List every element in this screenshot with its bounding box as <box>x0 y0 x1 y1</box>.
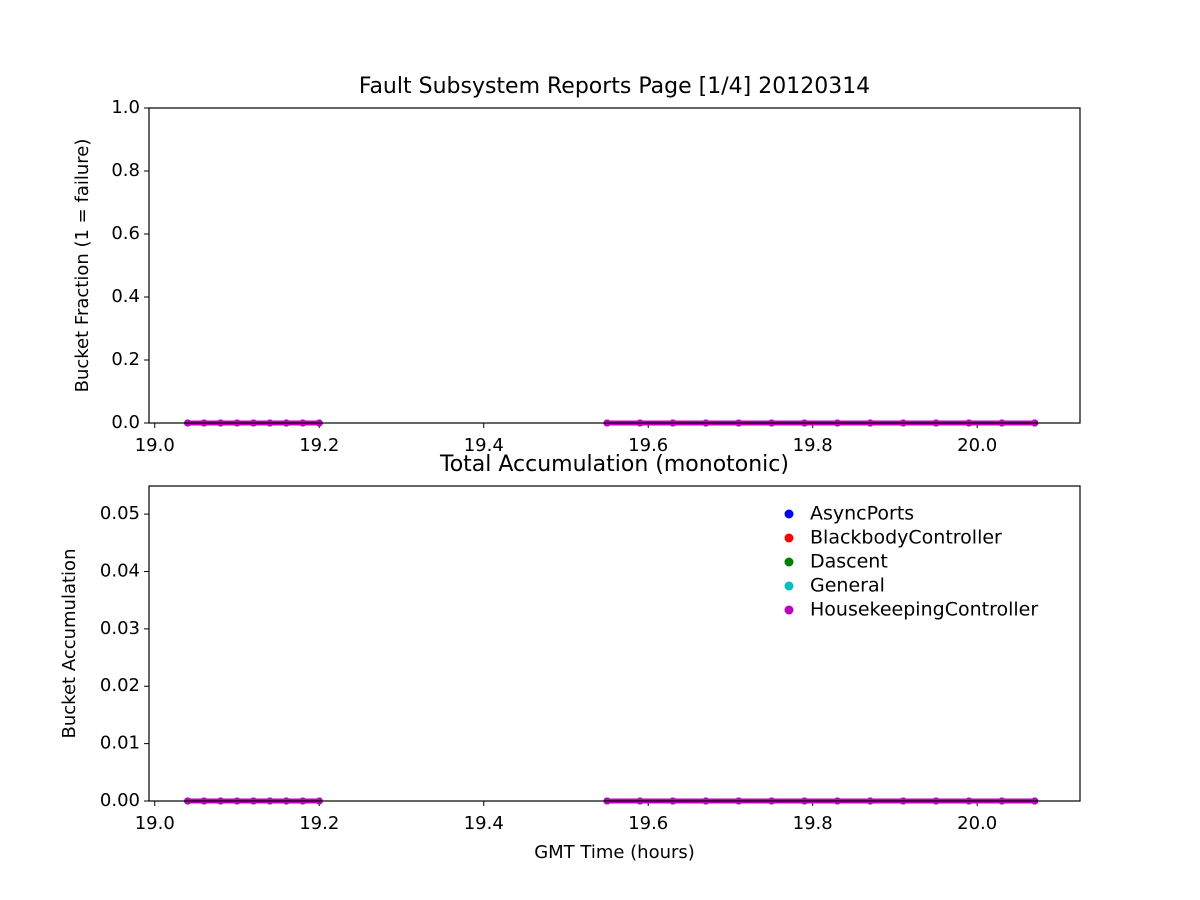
y-tick-label: 0.05 <box>100 503 140 524</box>
y-tick-label: 0.4 <box>111 286 140 307</box>
legend-label: AsyncPorts <box>810 503 914 525</box>
y-axis-label: Bucket Accumulation <box>59 549 80 739</box>
chart-title: Fault Subsystem Reports Page [1/4] 20120… <box>359 74 870 99</box>
plot-frame <box>148 107 1081 424</box>
x-tick-label: 19.8 <box>793 813 833 834</box>
plot-frame <box>148 485 1081 802</box>
legend-label: Dascent <box>810 551 888 573</box>
x-tick-label: 20.0 <box>957 435 997 456</box>
y-tick-label: 0.03 <box>100 618 140 639</box>
legend-marker <box>784 605 794 615</box>
legend-marker <box>784 533 794 543</box>
x-tick-label: 19.2 <box>299 435 339 456</box>
y-tick-label: 0.0 <box>111 412 140 433</box>
legend-marker <box>784 509 794 519</box>
x-tick-label: 19.8 <box>793 435 833 456</box>
x-tick-label: 19.0 <box>135 813 175 834</box>
x-tick-label: 19.0 <box>135 435 175 456</box>
y-tick-label: 0.01 <box>100 733 140 754</box>
y-tick-label: 0.04 <box>100 560 140 581</box>
x-tick-label: 19.4 <box>464 813 504 834</box>
y-tick-label: 0.2 <box>111 349 140 370</box>
y-axis-label: Bucket Fraction (1 = failure) <box>72 139 93 393</box>
y-tick-label: 0.00 <box>100 790 140 811</box>
y-tick-label: 1.0 <box>111 97 140 118</box>
x-tick-label: 19.2 <box>299 813 339 834</box>
legend-marker <box>784 581 794 591</box>
chart-title: Total Accumulation (monotonic) <box>439 452 789 477</box>
y-tick-label: 0.02 <box>100 675 140 696</box>
legend-label: HousekeepingController <box>810 599 1038 621</box>
x-tick-label: 19.6 <box>628 435 668 456</box>
y-tick-label: 0.6 <box>111 223 140 244</box>
x-tick-label: 19.6 <box>628 813 668 834</box>
legend-label: General <box>810 575 885 597</box>
x-tick-label: 19.4 <box>464 435 504 456</box>
legend-label: BlackbodyController <box>810 527 1002 549</box>
x-tick-label: 20.0 <box>957 813 997 834</box>
y-tick-label: 0.8 <box>111 160 140 181</box>
legend-marker <box>784 557 794 567</box>
x-axis-label: GMT Time (hours) <box>534 842 695 863</box>
